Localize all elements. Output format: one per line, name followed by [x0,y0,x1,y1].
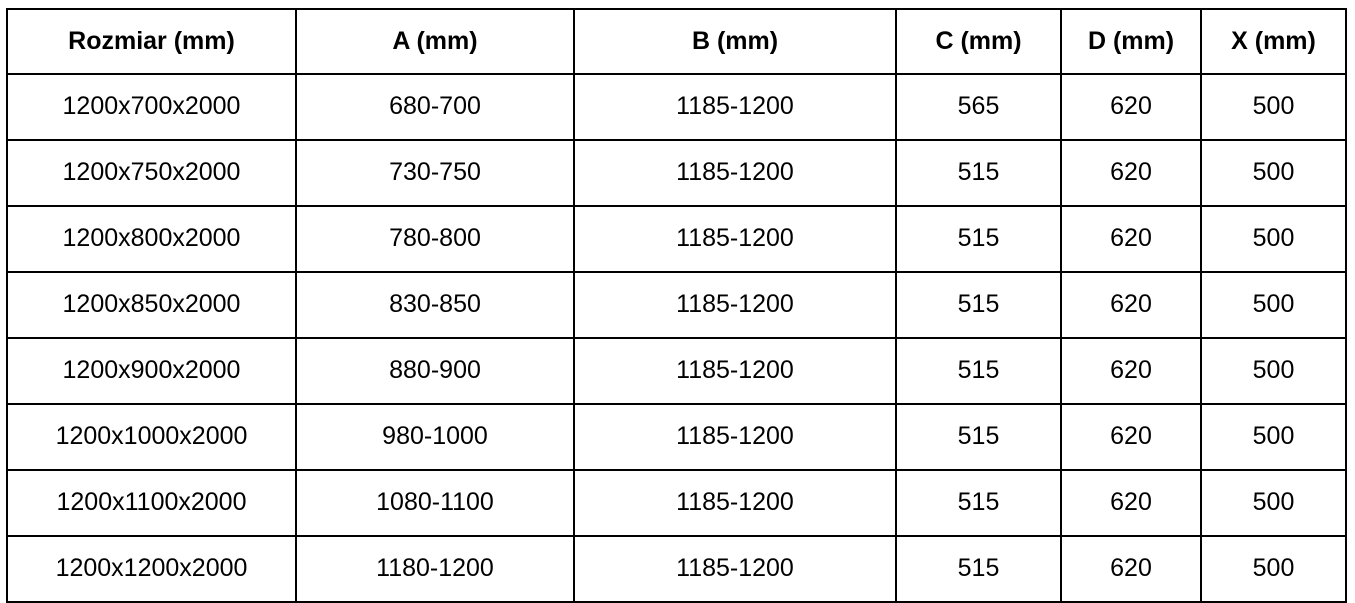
dimensions-table-container: Rozmiar (mm) A (mm) B (mm) C (mm) D (mm)… [6,8,1347,603]
cell-size: 1200x900x2000 [6,337,297,405]
cell-d: 620 [1060,271,1202,339]
cell-x: 500 [1200,271,1347,339]
cell-c: 515 [895,271,1062,339]
column-header-rozmiar: Rozmiar (mm) [6,8,297,75]
cell-d: 620 [1060,205,1202,273]
cell-b: 1185-1200 [573,205,897,273]
cell-x: 500 [1200,535,1347,603]
column-header-d: D (mm) [1060,8,1202,75]
table-row: 1200x850x2000 830-850 1185-1200 515 620 … [6,271,1347,339]
cell-b: 1185-1200 [573,73,897,141]
column-header-x: X (mm) [1200,8,1347,75]
cell-size: 1200x1000x2000 [6,403,297,471]
table-row: 1200x1100x2000 1080-1100 1185-1200 515 6… [6,469,1347,537]
cell-a: 680-700 [295,73,575,141]
cell-d: 620 [1060,73,1202,141]
column-header-a: A (mm) [295,8,575,75]
cell-size: 1200x1200x2000 [6,535,297,603]
cell-c: 515 [895,205,1062,273]
cell-size: 1200x850x2000 [6,271,297,339]
cell-c: 565 [895,73,1062,141]
cell-d: 620 [1060,535,1202,603]
cell-c: 515 [895,337,1062,405]
cell-b: 1185-1200 [573,535,897,603]
cell-c: 515 [895,403,1062,471]
table-row: 1200x900x2000 880-900 1185-1200 515 620 … [6,337,1347,405]
cell-c: 515 [895,535,1062,603]
cell-b: 1185-1200 [573,469,897,537]
cell-a: 880-900 [295,337,575,405]
cell-a: 1180-1200 [295,535,575,603]
cell-b: 1185-1200 [573,139,897,207]
cell-d: 620 [1060,337,1202,405]
cell-size: 1200x700x2000 [6,73,297,141]
dimensions-table: Rozmiar (mm) A (mm) B (mm) C (mm) D (mm)… [6,8,1347,603]
cell-a: 830-850 [295,271,575,339]
column-header-c: C (mm) [895,8,1062,75]
cell-c: 515 [895,139,1062,207]
cell-size: 1200x750x2000 [6,139,297,207]
header-row: Rozmiar (mm) A (mm) B (mm) C (mm) D (mm)… [6,8,1347,75]
cell-c: 515 [895,469,1062,537]
cell-a: 1080-1100 [295,469,575,537]
cell-a: 980-1000 [295,403,575,471]
table-row: 1200x1200x2000 1180-1200 1185-1200 515 6… [6,535,1347,603]
cell-x: 500 [1200,139,1347,207]
cell-d: 620 [1060,469,1202,537]
table-row: 1200x800x2000 780-800 1185-1200 515 620 … [6,205,1347,273]
cell-x: 500 [1200,73,1347,141]
cell-b: 1185-1200 [573,403,897,471]
column-header-b: B (mm) [573,8,897,75]
table-header: Rozmiar (mm) A (mm) B (mm) C (mm) D (mm)… [6,8,1347,75]
cell-d: 620 [1060,139,1202,207]
cell-d: 620 [1060,403,1202,471]
cell-x: 500 [1200,205,1347,273]
cell-x: 500 [1200,403,1347,471]
cell-x: 500 [1200,469,1347,537]
cell-size: 1200x1100x2000 [6,469,297,537]
cell-a: 780-800 [295,205,575,273]
cell-x: 500 [1200,337,1347,405]
table-body: 1200x700x2000 680-700 1185-1200 565 620 … [6,73,1347,603]
cell-size: 1200x800x2000 [6,205,297,273]
table-row: 1200x1000x2000 980-1000 1185-1200 515 62… [6,403,1347,471]
table-row: 1200x750x2000 730-750 1185-1200 515 620 … [6,139,1347,207]
table-row: 1200x700x2000 680-700 1185-1200 565 620 … [6,73,1347,141]
cell-b: 1185-1200 [573,337,897,405]
cell-a: 730-750 [295,139,575,207]
cell-b: 1185-1200 [573,271,897,339]
